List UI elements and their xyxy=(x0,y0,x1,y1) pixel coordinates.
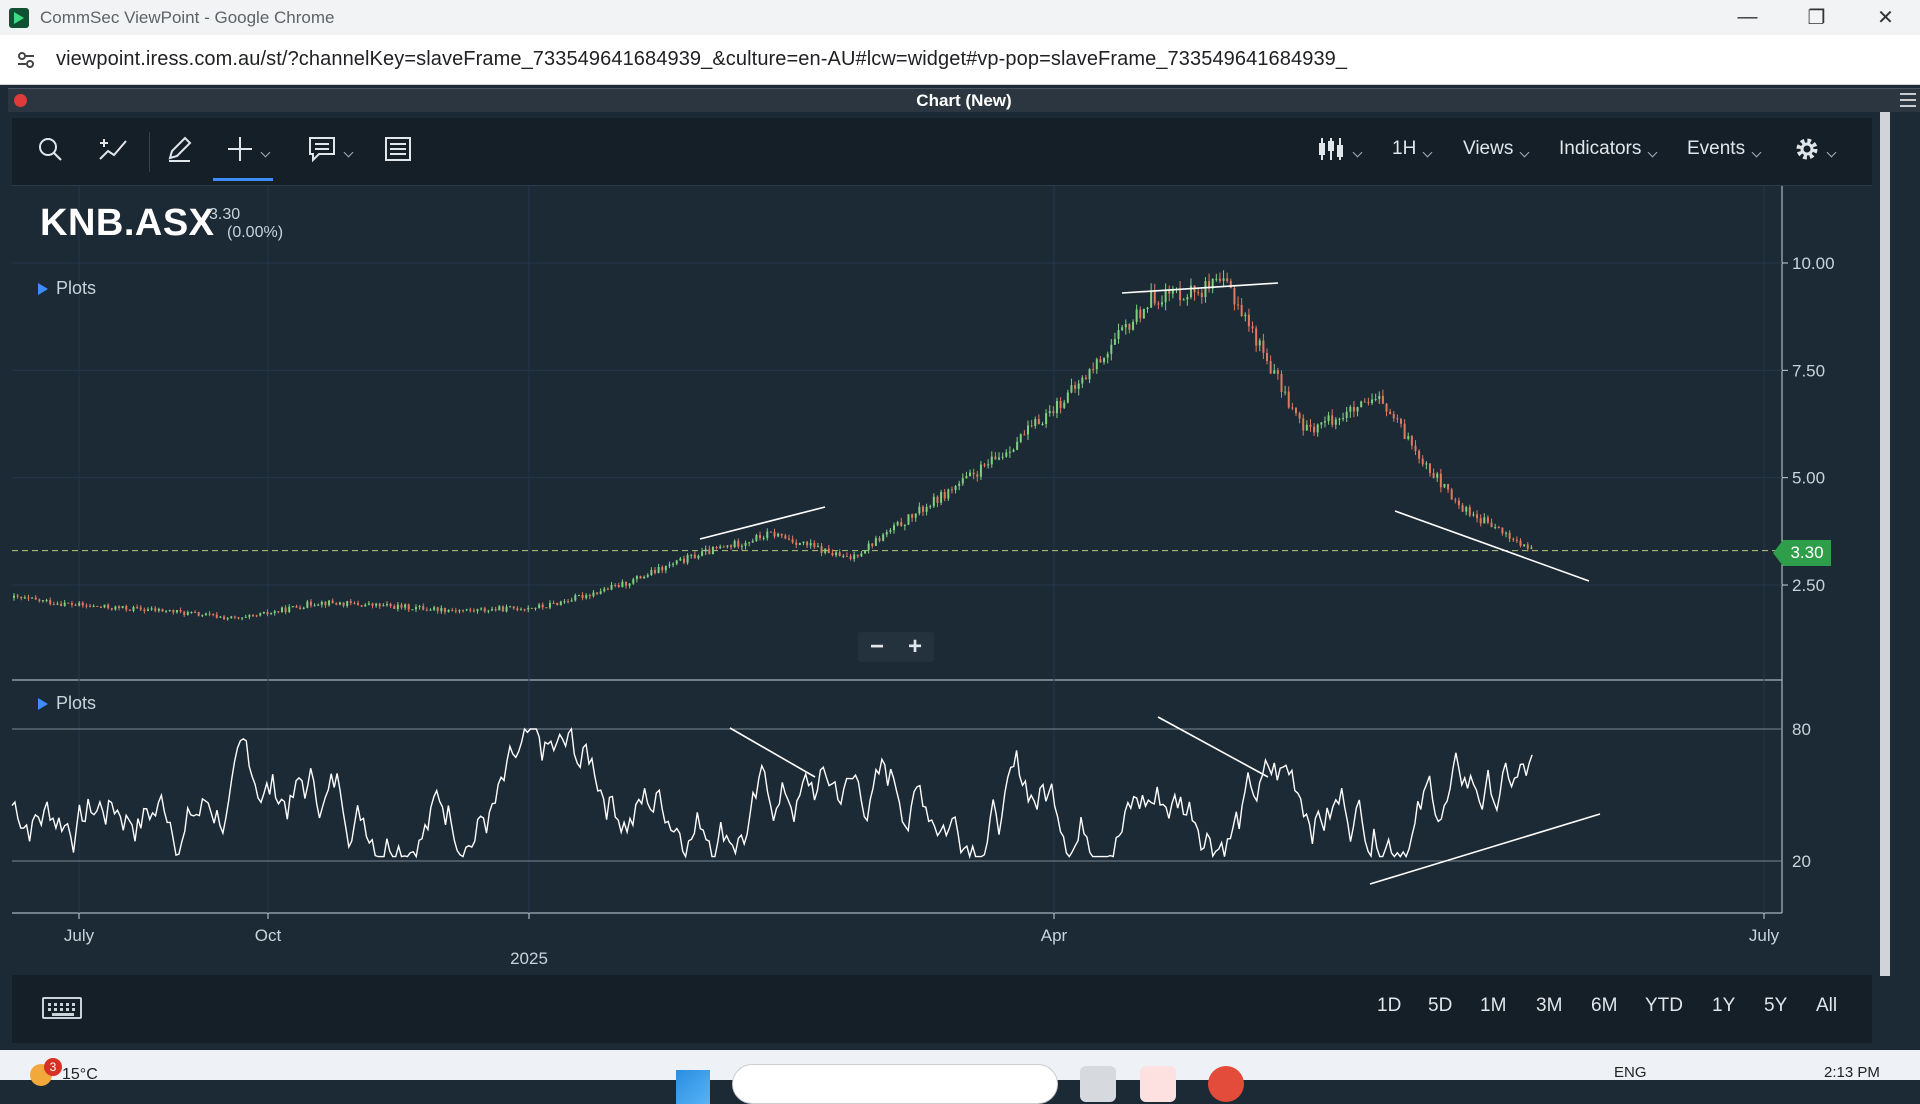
keyboard-icon[interactable] xyxy=(42,997,82,1019)
restore-button[interactable]: ❐ xyxy=(1807,7,1826,29)
range-button-all[interactable]: All xyxy=(1816,995,1838,1016)
site-info-icon[interactable] xyxy=(12,46,40,74)
zoom-out-button[interactable]: − xyxy=(869,633,884,660)
widget-close-icon[interactable] xyxy=(14,94,27,107)
instrument-symbol: KNB.ASX xyxy=(40,202,215,244)
minimize-button[interactable]: — xyxy=(1737,6,1758,28)
events-dropdown[interactable]: Events xyxy=(1687,132,1762,166)
lower-plots-toggle[interactable]: Plots xyxy=(38,693,96,714)
window-controls: — ❐ ✕ xyxy=(1713,0,1920,35)
widget-menu-icon[interactable] xyxy=(1900,93,1916,107)
notification-badge: 3 xyxy=(44,1058,62,1076)
zoom-control: − + xyxy=(858,632,934,662)
expand-triangle-icon xyxy=(38,282,48,295)
range-button-ytd[interactable]: YTD xyxy=(1645,995,1683,1016)
search-icon[interactable] xyxy=(36,132,64,166)
weather-sun-icon: 3 xyxy=(30,1058,62,1086)
start-icon[interactable] xyxy=(676,1070,710,1104)
weather-temp: 15°C xyxy=(62,1066,98,1083)
chart-toolbar: 1H Views Indicators Events xyxy=(12,118,1872,186)
range-button-6m[interactable]: 6M xyxy=(1591,995,1618,1016)
range-button-3m[interactable]: 3M xyxy=(1536,995,1563,1016)
language-indicator[interactable]: ENG xyxy=(1614,1064,1647,1081)
chart-area[interactable] xyxy=(12,186,1872,975)
indicators-label: Indicators xyxy=(1559,138,1642,159)
range-button-1d[interactable]: 1D xyxy=(1377,995,1402,1016)
instrument-change: (0.00%) xyxy=(227,224,284,241)
add-study-icon[interactable] xyxy=(96,132,130,166)
taskbar-app-icon[interactable] xyxy=(1140,1066,1176,1102)
chevron-down-icon xyxy=(1519,147,1530,157)
commsec-app-icon xyxy=(9,7,29,28)
active-tool-indicator xyxy=(213,178,273,181)
expand-triangle-icon xyxy=(38,697,48,710)
range-button-5d[interactable]: 5D xyxy=(1428,995,1453,1016)
chevron-down-icon xyxy=(1422,147,1433,157)
events-label: Events xyxy=(1687,138,1746,159)
pencil-draw-icon[interactable] xyxy=(164,132,194,166)
settings-gear-icon[interactable] xyxy=(1794,132,1837,166)
interval-dropdown[interactable]: 1H xyxy=(1392,132,1433,166)
address-bar[interactable]: viewpoint.iress.com.au/st/?channelKey=sl… xyxy=(0,35,1920,85)
indicators-dropdown[interactable]: Indicators xyxy=(1559,132,1658,166)
url-text[interactable]: viewpoint.iress.com.au/st/?channelKey=sl… xyxy=(56,48,1348,70)
chevron-down-icon xyxy=(343,147,354,157)
widget-header: Chart (New) xyxy=(8,88,1920,112)
data-table-icon[interactable] xyxy=(384,132,412,166)
clock[interactable]: 2:13 PM xyxy=(1824,1064,1880,1081)
range-button-1y[interactable]: 1Y xyxy=(1712,995,1736,1016)
views-label: Views xyxy=(1463,138,1514,159)
toolbar-divider xyxy=(149,132,150,172)
taskbar-search[interactable] xyxy=(732,1064,1058,1104)
chevron-down-icon xyxy=(1647,147,1658,157)
interval-label: 1H xyxy=(1392,138,1417,159)
taskbar-app-icon[interactable] xyxy=(1080,1066,1116,1102)
views-dropdown[interactable]: Views xyxy=(1463,132,1530,166)
instrument-last-price: 3.30 xyxy=(209,206,241,223)
last-price-badge: 3.30 xyxy=(1773,540,1831,566)
vertical-scrollbar[interactable] xyxy=(1880,112,1890,976)
lower-plots-label: Plots xyxy=(56,693,97,713)
weather-widget[interactable]: 3 15°C xyxy=(30,1058,98,1086)
os-taskbar: 3 15°C ENG 2:13 PM xyxy=(0,1050,1920,1104)
widget-title: Chart (New) xyxy=(916,90,1012,110)
range-bar: 1D 5D 1M 3M 6M YTD 1Y 5Y All xyxy=(12,975,1872,1043)
main-plots-label: Plots xyxy=(56,278,97,298)
browser-titlebar: CommSec ViewPoint - Google Chrome — ❐ ✕ xyxy=(0,0,1920,35)
chevron-down-icon xyxy=(1751,147,1762,157)
chart-type-candles-icon[interactable] xyxy=(1316,132,1363,166)
crosshair-icon[interactable] xyxy=(226,132,271,166)
chevron-down-icon xyxy=(260,147,271,157)
range-button-1m[interactable]: 1M xyxy=(1480,995,1507,1016)
chevron-down-icon xyxy=(1352,147,1363,157)
range-button-5y[interactable]: 5Y xyxy=(1764,995,1788,1016)
close-window-button[interactable]: ✕ xyxy=(1877,7,1894,29)
chevron-down-icon xyxy=(1826,147,1837,157)
chrome-taskbar-icon[interactable] xyxy=(1208,1066,1244,1102)
main-plots-toggle[interactable]: Plots xyxy=(38,278,96,299)
zoom-in-button[interactable]: + xyxy=(907,633,922,660)
window-title: CommSec ViewPoint - Google Chrome xyxy=(40,7,335,27)
comment-icon[interactable] xyxy=(307,132,354,166)
